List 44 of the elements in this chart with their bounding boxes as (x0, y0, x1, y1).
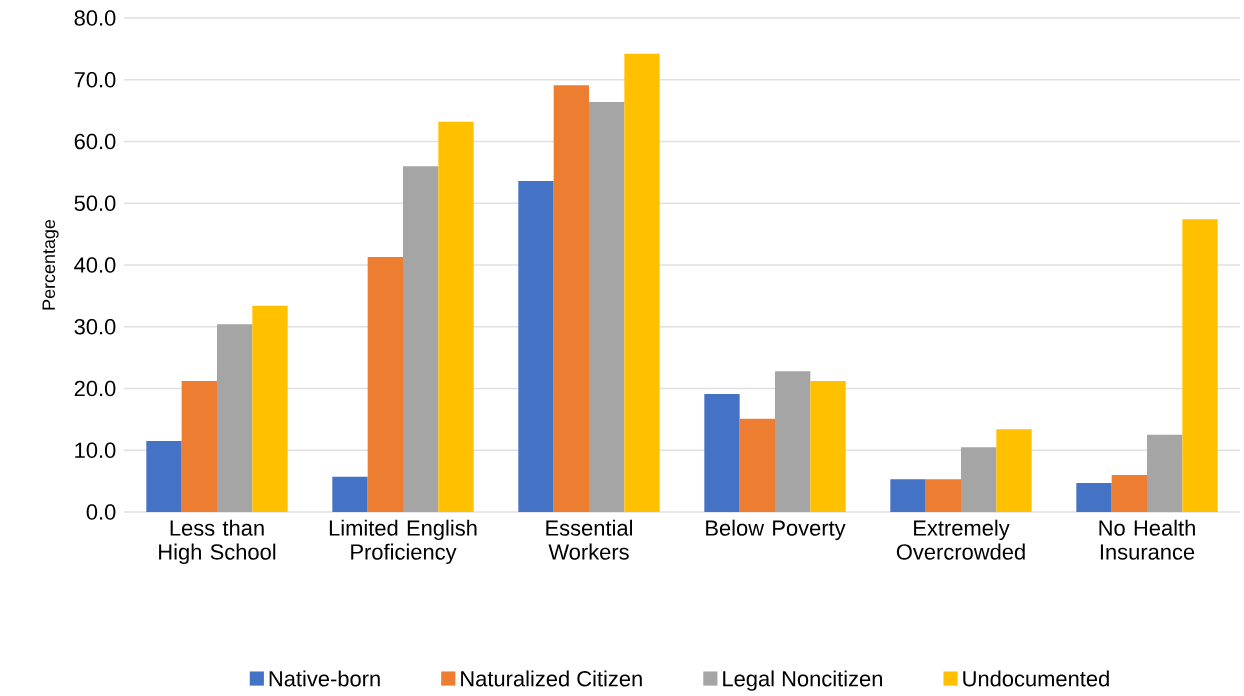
x-tick-label: Essential Workers (546, 519, 632, 560)
legend-label: Legal Noncitizen (723, 670, 882, 691)
y-tick-label: 0.0 (86, 504, 116, 520)
x-tick-label: Extremely Overcrowded (896, 519, 1025, 560)
bar (438, 121, 474, 512)
y-tick-label: 60.0 (74, 133, 116, 150)
bar (403, 166, 439, 512)
bar (1076, 482, 1112, 512)
bar (624, 53, 660, 512)
bar (1147, 434, 1183, 512)
bar (553, 85, 590, 512)
y-tick-label: 70.0 (74, 72, 116, 88)
legend-label: Native-born (269, 670, 380, 687)
x-tick-label: No Health Insurance (1099, 519, 1195, 560)
y-tick-label: 40.0 (74, 257, 116, 273)
bar (739, 418, 776, 512)
bar (961, 447, 997, 512)
y-axis-title: Percentage (42, 219, 59, 310)
legend-label: Naturalized Citizen (461, 670, 642, 687)
y-tick-label: 10.0 (75, 442, 116, 459)
y-tick-label: 50.0 (74, 195, 116, 212)
bar (704, 394, 740, 512)
bar (775, 371, 811, 512)
y-tick-label: 20.0 (74, 380, 116, 397)
x-tick-label: Limited English Proficiency (329, 519, 477, 565)
bar (589, 101, 625, 512)
bar (252, 305, 288, 512)
legend-label: Undocumented (963, 670, 1109, 687)
x-tick-label: Below Poverty (706, 519, 846, 541)
bar (996, 429, 1032, 512)
bar (1111, 474, 1148, 512)
bar (810, 381, 846, 512)
y-tick-label: 30.0 (74, 319, 116, 335)
bar (332, 476, 368, 512)
y-tick-label: 80.0 (74, 10, 116, 26)
bar (217, 324, 253, 512)
bar (518, 181, 554, 512)
x-tick-label: Less than High School (159, 519, 276, 565)
bar (367, 256, 403, 512)
bar (181, 381, 217, 512)
bar (1182, 219, 1218, 512)
bar (890, 479, 926, 512)
bar (146, 440, 182, 512)
bar (925, 479, 962, 512)
